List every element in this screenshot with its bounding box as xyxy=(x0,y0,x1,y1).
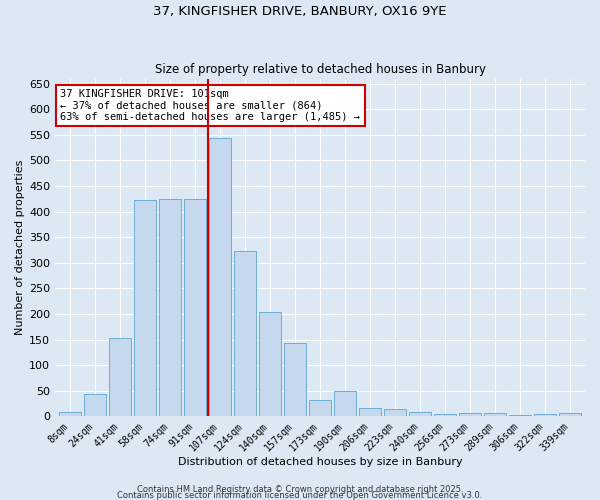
Bar xyxy=(309,400,331,416)
Bar xyxy=(459,413,481,416)
Bar xyxy=(559,413,581,416)
Bar xyxy=(209,138,232,416)
X-axis label: Distribution of detached houses by size in Banbury: Distribution of detached houses by size … xyxy=(178,458,463,468)
Bar xyxy=(509,415,531,416)
Bar xyxy=(234,250,256,416)
Bar xyxy=(184,200,206,416)
Bar xyxy=(434,414,456,416)
Bar xyxy=(109,338,131,416)
Text: 37, KINGFISHER DRIVE, BANBURY, OX16 9YE: 37, KINGFISHER DRIVE, BANBURY, OX16 9YE xyxy=(153,5,447,18)
Y-axis label: Number of detached properties: Number of detached properties xyxy=(15,160,25,335)
Text: Contains HM Land Registry data © Crown copyright and database right 2025.: Contains HM Land Registry data © Crown c… xyxy=(137,484,463,494)
Bar xyxy=(334,391,356,416)
Bar xyxy=(284,342,307,416)
Bar xyxy=(159,200,181,416)
Bar xyxy=(259,312,281,416)
Bar xyxy=(84,394,106,416)
Bar xyxy=(134,200,157,416)
Bar xyxy=(484,414,506,416)
Text: Contains public sector information licensed under the Open Government Licence v3: Contains public sector information licen… xyxy=(118,490,482,500)
Title: Size of property relative to detached houses in Banbury: Size of property relative to detached ho… xyxy=(155,63,485,76)
Text: 37 KINGFISHER DRIVE: 101sqm
← 37% of detached houses are smaller (864)
63% of se: 37 KINGFISHER DRIVE: 101sqm ← 37% of det… xyxy=(61,88,361,122)
Bar xyxy=(409,412,431,416)
Bar xyxy=(384,409,406,416)
Bar xyxy=(59,412,82,416)
Bar xyxy=(359,408,382,416)
Bar xyxy=(534,414,556,416)
